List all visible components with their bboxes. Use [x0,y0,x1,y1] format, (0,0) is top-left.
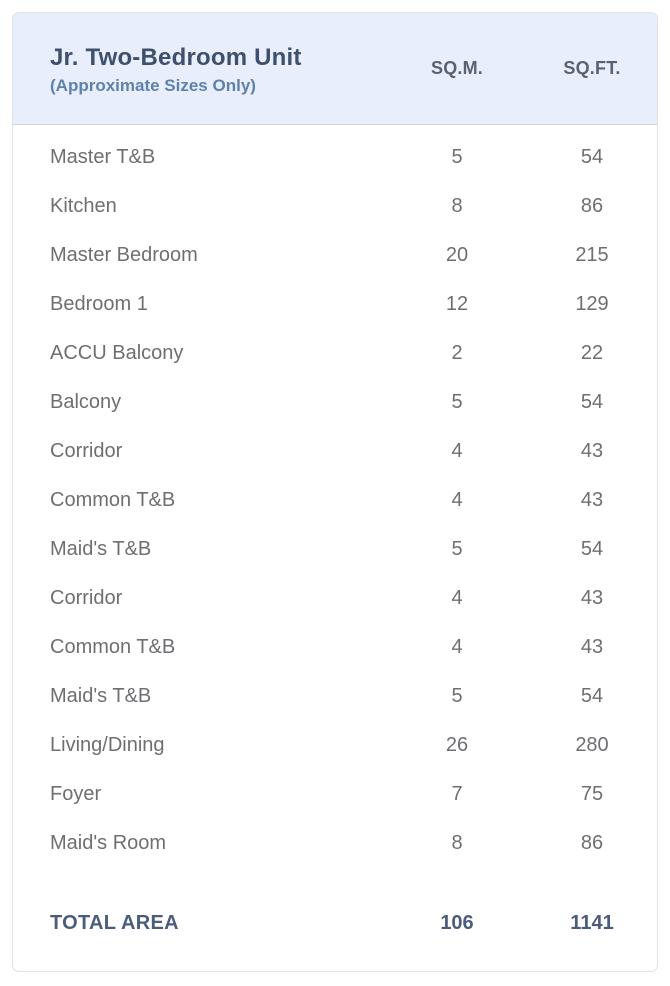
room-sqm-value: 4 [451,440,463,462]
room-sqft-value: 54 [580,391,604,413]
table-row: Maid's T&B 5 54 [13,525,657,574]
room-sqft-value: 43 [580,489,604,511]
room-name: Master T&B [50,146,156,168]
table-row: Foyer 7 75 [13,770,657,819]
unit-size-card: Jr. Two-Bedroom Unit (Approximate Sizes … [12,12,658,972]
card-header: Jr. Two-Bedroom Unit (Approximate Sizes … [13,13,657,125]
column-header-sqft: SQ.FT. [563,58,621,78]
title-block: Jr. Two-Bedroom Unit (Approximate Sizes … [50,41,387,96]
column-header-sqm: SQ.M. [430,58,483,78]
room-name: Corridor [50,587,123,609]
room-sqft-value: 22 [580,342,604,364]
room-sqft-value: 43 [580,587,604,609]
rows-container: Master T&B 5 54 Kitchen 8 86 Master Bedr… [13,125,657,868]
room-sqm-value: 12 [445,293,469,315]
room-sqft-value: 215 [575,244,609,266]
room-sqm-value: 5 [451,391,463,413]
room-sqm-value: 5 [451,538,463,560]
room-name: Maid's T&B [50,538,152,560]
room-sqft-value: 86 [580,832,604,854]
room-name: Corridor [50,440,123,462]
room-sqft-value: 54 [580,146,604,168]
room-sqft-value: 54 [580,538,604,560]
table-row: Maid's Room 8 86 [13,819,657,868]
table-row: ACCU Balcony 2 22 [13,329,657,378]
table-row: Corridor 4 43 [13,427,657,476]
total-sqft-value: 1141 [570,912,614,934]
room-sqm-value: 4 [451,489,463,511]
total-sqm-value: 106 [440,912,474,934]
room-name: Common T&B [50,489,176,511]
room-name: Kitchen [50,195,117,217]
room-sqm-value: 4 [451,636,463,658]
room-sqft-value: 43 [580,440,604,462]
room-sqm-value: 8 [451,195,463,217]
room-name: Maid's T&B [50,685,152,707]
room-name: Balcony [50,391,122,413]
room-sqft-value: 43 [580,636,604,658]
table-row: Kitchen 8 86 [13,182,657,231]
room-sqm-value: 2 [451,342,463,364]
table-row: Corridor 4 43 [13,574,657,623]
room-sqm-value: 4 [451,587,463,609]
room-sqm-value: 5 [451,146,463,168]
room-name: Maid's Room [50,832,167,854]
room-name: ACCU Balcony [50,342,184,364]
room-sqm-value: 5 [451,685,463,707]
room-name: Living/Dining [50,734,165,756]
room-sqm-value: 7 [451,783,463,805]
table-row: Balcony 5 54 [13,378,657,427]
room-sqft-value: 86 [580,195,604,217]
room-sqft-value: 54 [580,685,604,707]
room-name: Master Bedroom [50,244,198,266]
total-row: TOTAL AREA 106 1141 [13,899,657,948]
room-sqft-value: 129 [575,293,609,315]
table-row: Master T&B 5 54 [13,133,657,182]
room-sqft-value: 75 [580,783,604,805]
card-title: Jr. Two-Bedroom Unit [50,44,302,71]
card-subtitle: (Approximate Sizes Only) [50,76,256,95]
table-row: Maid's T&B 5 54 [13,672,657,721]
room-sqm-value: 8 [451,832,463,854]
table-row: Common T&B 4 43 [13,476,657,525]
room-sqm-value: 26 [445,734,469,756]
table-row: Living/Dining 26 280 [13,721,657,770]
table-row: Master Bedroom 20 215 [13,231,657,280]
table-row: Bedroom 1 12 129 [13,280,657,329]
room-sqft-value: 280 [575,734,609,756]
room-sqm-value: 20 [445,244,469,266]
room-name: Bedroom 1 [50,293,148,315]
room-name: Foyer [50,783,102,805]
room-name: Common T&B [50,636,176,658]
table-row: Common T&B 4 43 [13,623,657,672]
total-label: TOTAL AREA [50,912,179,934]
